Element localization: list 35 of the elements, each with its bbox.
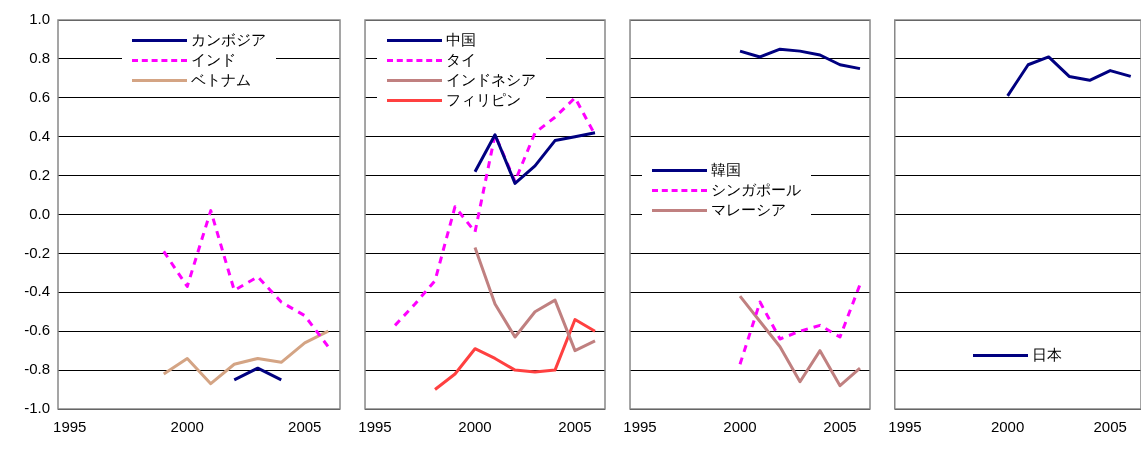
x-tick-label: 1995 (888, 418, 922, 436)
legend-label: フィリピン (446, 90, 522, 110)
y-tick-label: 0.6 (29, 87, 50, 105)
x-tick-label: 2000 (170, 418, 204, 436)
legend-label: インド (191, 50, 236, 70)
y-tick-label: 0.2 (29, 165, 50, 183)
y-tick-label: -0.4 (24, 282, 50, 300)
legend-label: カンボジア (191, 30, 266, 50)
x-tick-label: 1995 (358, 418, 392, 436)
legend-label: マレーシア (711, 201, 787, 220)
x-tick-label: 1995 (53, 418, 87, 436)
y-tick-label: 1.0 (29, 10, 50, 28)
x-tick-label: 2000 (990, 418, 1025, 436)
x-tick-label: 2005 (1093, 418, 1127, 436)
legend-label: シンガポール (711, 181, 802, 200)
legend-label: 韓国 (711, 161, 742, 180)
y-tick-label: 0.8 (29, 49, 50, 67)
x-tick-label: 2005 (823, 418, 857, 436)
x-tick-label: 1995 (623, 418, 657, 436)
legend-label: 日本 (1032, 345, 1063, 365)
x-tick-label: 2005 (558, 418, 592, 436)
legend-label: 中国 (446, 30, 477, 50)
x-tick-label: 2000 (458, 418, 492, 436)
legend-label: ベトナム (191, 70, 251, 90)
y-tick-label: -1.0 (24, 399, 50, 417)
y-tick-label: 0.0 (29, 204, 50, 222)
line-series (162, 209, 330, 349)
legend-label: タイ (446, 50, 477, 70)
legend-label: インドネシア (446, 70, 537, 90)
y-tick-label: 0.4 (29, 126, 50, 144)
y-tick-label: -0.6 (24, 321, 50, 339)
x-tick-label: 2005 (288, 418, 322, 436)
y-tick-label: -0.8 (24, 360, 50, 378)
x-tick-label: 2000 (723, 418, 757, 436)
y-tick-label: -0.2 (24, 243, 50, 261)
